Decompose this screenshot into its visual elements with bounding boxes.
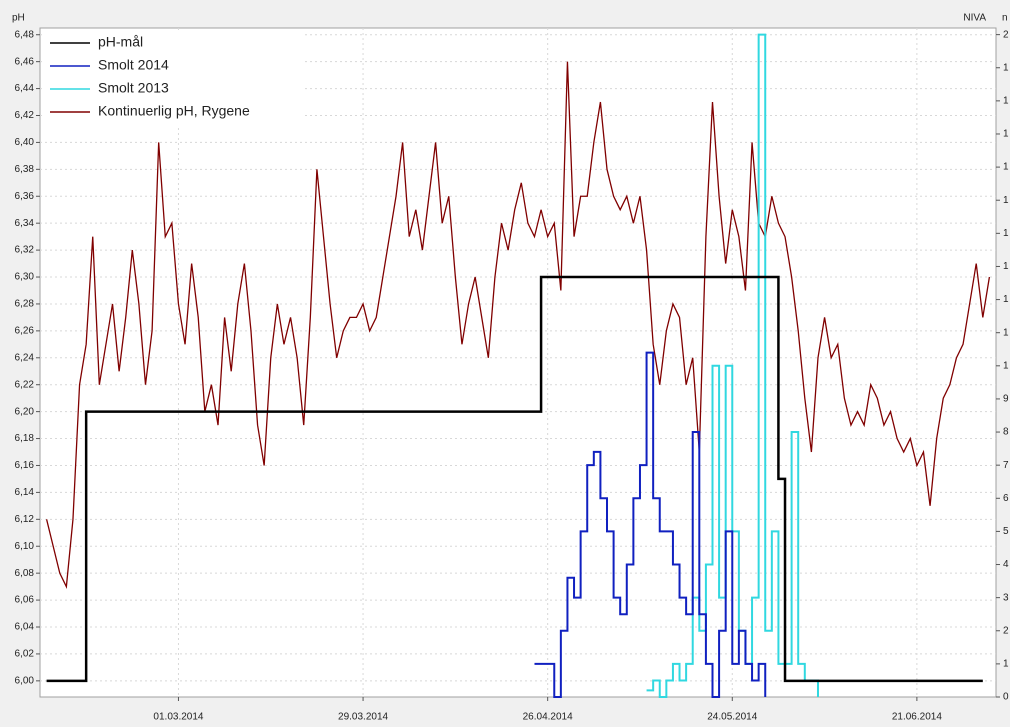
annotation: NIVA: [963, 13, 986, 24]
y2-tick-label: 1: [1003, 261, 1009, 272]
y2-tick-label: 4: [1003, 559, 1009, 570]
y-tick-label: 6,18: [15, 433, 35, 444]
legend-label: Smolt 2014: [98, 57, 169, 73]
y-tick-label: 6,30: [15, 272, 35, 283]
series-line: [646, 33, 819, 698]
x-tick-label: 29.03.2014: [338, 712, 388, 723]
y2-tick-label: 7: [1003, 460, 1009, 471]
series-line: [45, 61, 991, 589]
y2-tick-label: 9: [1003, 394, 1009, 405]
y2-tick-label: 1: [1003, 129, 1009, 140]
y2-tick-label: 1: [1003, 360, 1009, 371]
y2-tick-label: 1: [1003, 162, 1009, 173]
legend-box: [42, 30, 302, 126]
y2-axis-label: n: [1002, 13, 1008, 24]
y2-tick-label: 1: [1003, 228, 1009, 239]
y-tick-label: 6,32: [15, 245, 35, 256]
y-tick-label: 6,08: [15, 568, 35, 579]
x-tick-label: 24.05.2014: [707, 712, 757, 723]
x-tick-label: 26.04.2014: [523, 712, 573, 723]
y-tick-label: 6,06: [15, 595, 35, 606]
series-line: [534, 351, 767, 698]
y-tick-label: 6,34: [15, 218, 35, 229]
y-tick-label: 6,24: [15, 352, 35, 363]
y-axis-label: pH: [12, 13, 25, 24]
y-tick-label: 6,00: [15, 675, 35, 686]
y-tick-label: 6,38: [15, 164, 35, 175]
y-tick-label: 6,42: [15, 110, 35, 121]
y-tick-label: 6,22: [15, 379, 35, 390]
y2-tick-label: 5: [1003, 526, 1009, 537]
y2-tick-label: 1: [1003, 659, 1009, 670]
y-tick-label: 6,12: [15, 514, 35, 525]
y-tick-label: 6,14: [15, 487, 35, 498]
plot-area: [39, 27, 997, 698]
x-tick-label: 01.03.2014: [153, 712, 203, 723]
y-tick-label: 6,36: [15, 191, 35, 202]
y2-tick-label: 3: [1003, 592, 1009, 603]
y2-tick-label: 0: [1003, 692, 1009, 703]
y-tick-label: 6,40: [15, 137, 35, 148]
y2-tick-label: 8: [1003, 427, 1009, 438]
y-tick-label: 6,44: [15, 83, 35, 94]
y-tick-label: 6,28: [15, 299, 35, 310]
y-tick-label: 6,16: [15, 460, 35, 471]
y2-tick-label: 1: [1003, 327, 1009, 338]
y-tick-label: 6,48: [15, 29, 35, 40]
legend-label: Smolt 2013: [98, 80, 169, 96]
y2-tick-label: 6: [1003, 493, 1009, 504]
y-tick-label: 6,20: [15, 406, 35, 417]
y2-tick-label: 2: [1003, 29, 1009, 40]
y2-tick-label: 1: [1003, 62, 1009, 73]
y-tick-label: 6,26: [15, 326, 35, 337]
y2-tick-label: 1: [1003, 96, 1009, 107]
y2-tick-label: 2: [1003, 625, 1009, 636]
y-tick-label: 6,46: [15, 56, 35, 67]
y-tick-label: 6,02: [15, 649, 35, 660]
y-tick-label: 6,04: [15, 622, 35, 633]
legend-label: Kontinuerlig pH, Rygene: [98, 103, 250, 119]
series-line: [46, 275, 983, 683]
y-tick-label: 6,10: [15, 541, 35, 552]
legend-label: pH-mål: [98, 34, 143, 50]
y2-tick-label: 1: [1003, 294, 1009, 305]
y2-tick-label: 1: [1003, 195, 1009, 206]
x-tick-label: 21.06.2014: [892, 712, 942, 723]
